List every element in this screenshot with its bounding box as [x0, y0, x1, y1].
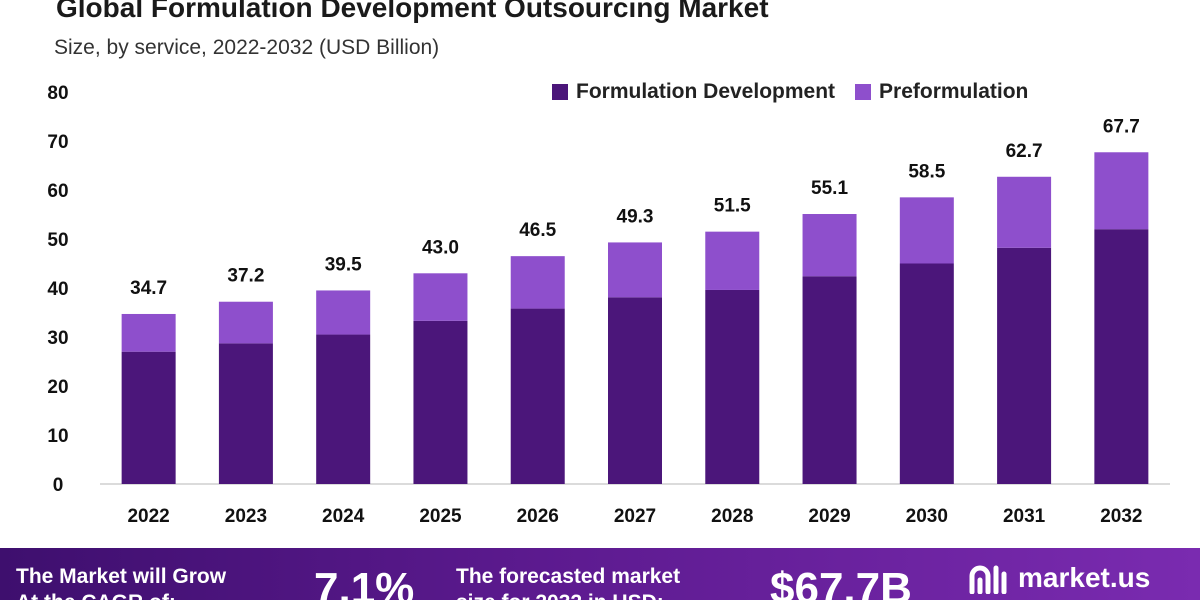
market-us-logo-text: market.us	[1018, 562, 1151, 593]
y-tick-label: 70	[47, 132, 68, 153]
legend-swatch-formulation	[552, 84, 568, 100]
chart-title: Global Formulation Development Outsourci…	[56, 0, 769, 23]
banner-forecast-line2: size for 2032 in USD:	[456, 590, 664, 600]
x-tick-label: 2026	[517, 506, 559, 527]
bar-formulation-development	[413, 320, 468, 484]
bar-formulation-development	[705, 289, 760, 484]
bar-chart: 0102030405060708034.7202237.2202339.5202…	[47, 83, 1170, 527]
bar-formulation-development	[121, 351, 176, 484]
banner-forecast-value: $67.7B	[770, 564, 912, 600]
banner-grow-line2: At the CAGR of:	[16, 590, 176, 600]
bar-preformulation	[705, 231, 760, 290]
banner-cagr-value: 7.1%	[314, 564, 415, 600]
y-tick-label: 60	[47, 181, 68, 202]
y-tick-label: 80	[47, 83, 68, 104]
bar-preformulation	[608, 242, 662, 298]
x-tick-label: 2027	[614, 506, 656, 527]
bar-total-label: 46.5	[519, 220, 556, 241]
bar-preformulation	[218, 301, 273, 344]
bar-total-label: 55.1	[811, 178, 848, 199]
y-tick-label: 50	[47, 230, 68, 251]
bar-formulation-development	[608, 297, 662, 484]
bar-formulation-development	[510, 308, 565, 484]
legend-item-formulation: Formulation Development	[552, 80, 835, 104]
bar-total-label: 62.7	[1006, 141, 1043, 162]
bar-formulation-development	[218, 343, 273, 484]
bar-preformulation	[997, 176, 1052, 248]
x-tick-label: 2030	[906, 506, 948, 527]
bar-preformulation	[899, 197, 954, 264]
legend-swatch-preformulation	[855, 84, 872, 100]
x-tick-label: 2028	[711, 506, 753, 527]
bar-preformulation	[121, 313, 176, 352]
chart-legend: Formulation Development Preformulation	[552, 80, 1028, 104]
bar-total-label: 43.0	[422, 237, 459, 258]
y-tick-label: 30	[47, 328, 68, 349]
legend-label-preformulation: Preformulation	[879, 80, 1029, 103]
x-tick-label: 2031	[1003, 506, 1046, 527]
x-tick-label: 2032	[1100, 506, 1142, 527]
bar-formulation-development	[899, 263, 954, 484]
info-banner: The Market will Grow At the CAGR of: 7.1…	[0, 548, 1200, 600]
bar-formulation-development	[997, 247, 1052, 484]
x-tick-label: 2025	[419, 506, 462, 527]
bar-preformulation	[316, 290, 371, 335]
bar-total-label: 34.7	[130, 278, 167, 299]
banner-forecast-line1: The forecasted market	[456, 565, 681, 588]
bar-total-label: 37.2	[227, 266, 264, 287]
bar-formulation-development	[316, 334, 371, 484]
chart-subtitle: Size, by service, 2022-2032 (USD Billion…	[54, 36, 440, 59]
bar-total-label: 49.3	[617, 206, 654, 227]
y-tick-label: 0	[53, 475, 64, 496]
y-tick-label: 40	[47, 279, 68, 300]
bar-preformulation	[413, 273, 468, 321]
x-tick-label: 2029	[808, 506, 850, 527]
y-tick-label: 20	[47, 377, 68, 398]
x-tick-label: 2024	[322, 506, 365, 527]
bar-preformulation	[510, 256, 565, 309]
bar-formulation-development	[1094, 229, 1149, 484]
y-tick-label: 10	[47, 426, 68, 447]
bar-total-label: 39.5	[325, 254, 362, 275]
legend-item-preformulation: Preformulation	[855, 80, 1028, 104]
bar-total-label: 67.7	[1103, 116, 1140, 137]
bar-total-label: 51.5	[714, 196, 751, 217]
market-us-logo-icon	[969, 565, 1007, 594]
x-tick-label: 2023	[225, 506, 267, 527]
bar-total-label: 58.5	[908, 161, 945, 182]
bar-preformulation	[1094, 152, 1149, 230]
banner-grow-line1: The Market will Grow	[16, 565, 227, 588]
bar-formulation-development	[802, 276, 857, 484]
x-tick-label: 2022	[127, 506, 169, 527]
legend-label-formulation: Formulation Development	[576, 80, 836, 103]
market-us-logo: market.us	[968, 562, 1150, 594]
bar-preformulation	[802, 214, 857, 277]
